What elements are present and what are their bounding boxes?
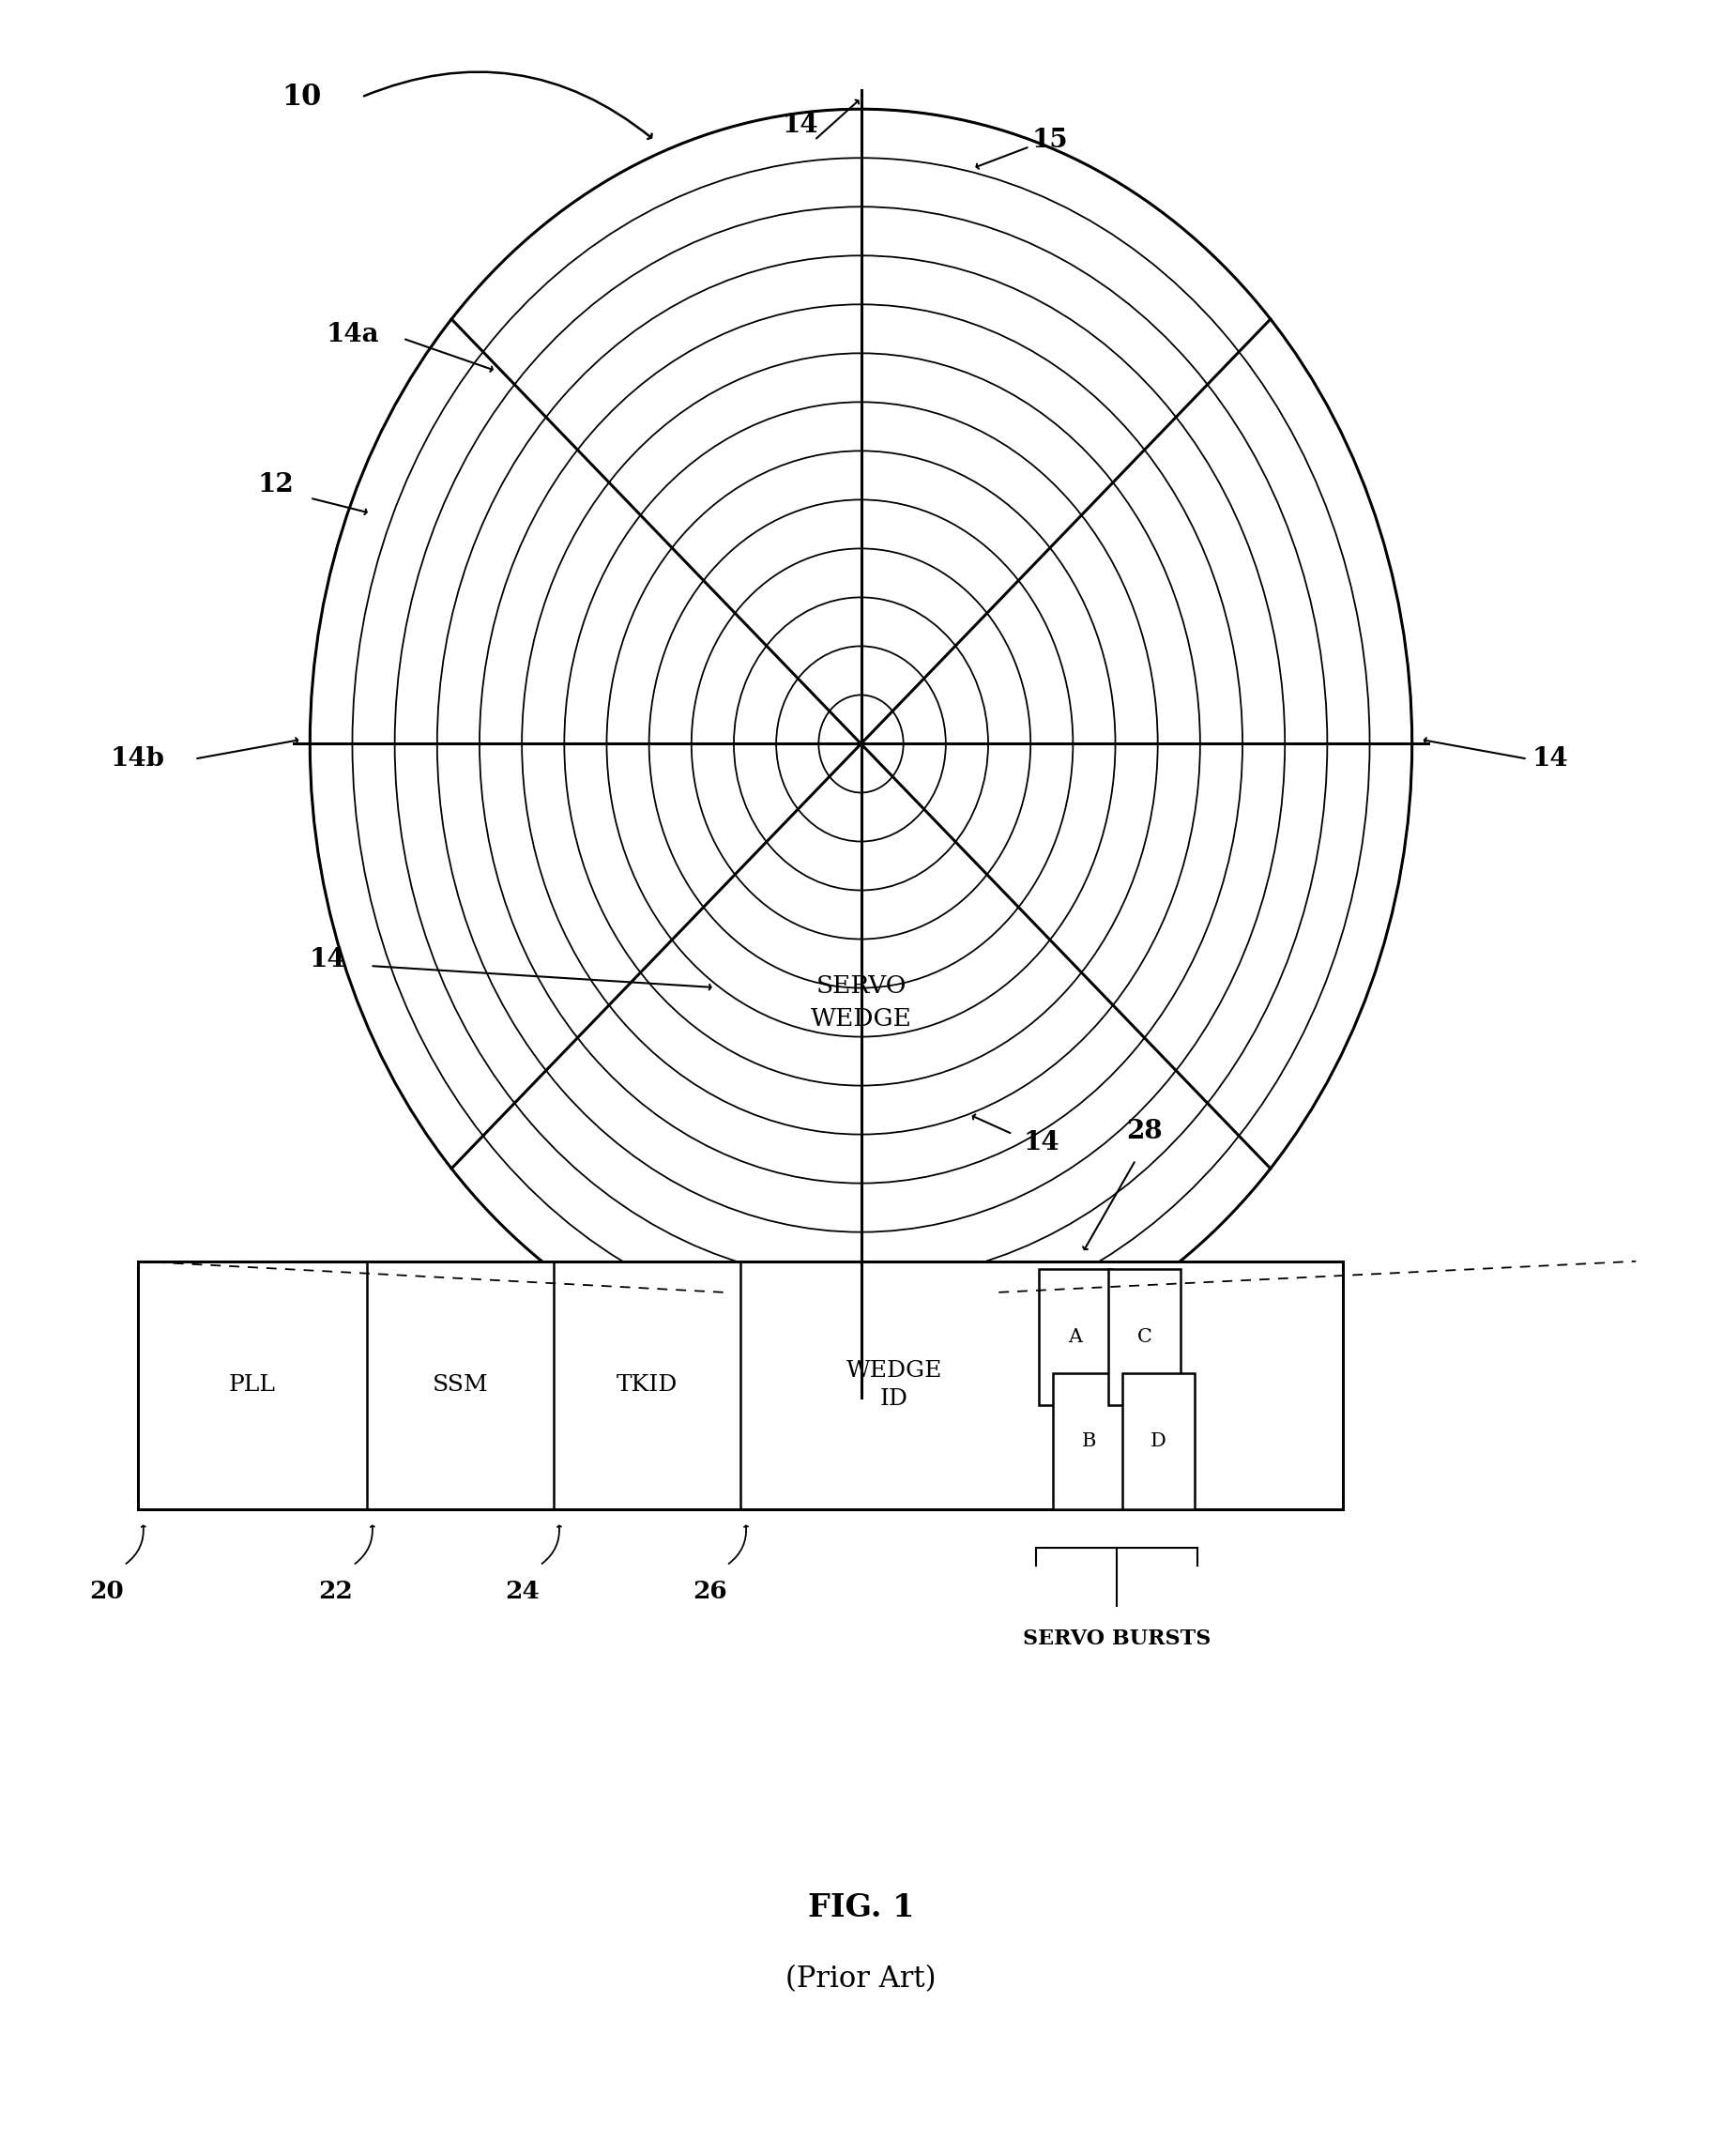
Text: 28: 28 <box>1126 1119 1162 1145</box>
Bar <box>138 1261 1343 1509</box>
Text: 12: 12 <box>257 472 294 498</box>
Bar <box>1109 1268 1181 1406</box>
Text: 15: 15 <box>1031 127 1069 153</box>
Text: 14b: 14b <box>110 746 165 772</box>
Text: 14: 14 <box>1531 746 1569 772</box>
Text: 14: 14 <box>308 946 346 972</box>
Bar <box>1054 1373 1126 1509</box>
Text: FIG. 1: FIG. 1 <box>808 1893 914 1923</box>
Text: 10: 10 <box>281 82 322 112</box>
Bar <box>1038 1268 1112 1406</box>
Text: SSM: SSM <box>432 1373 487 1397</box>
Text: 26: 26 <box>692 1580 727 1602</box>
Text: 22: 22 <box>319 1580 353 1602</box>
Text: (Prior Art): (Prior Art) <box>785 1964 937 1994</box>
Text: 14a: 14a <box>327 321 379 347</box>
Text: C: C <box>1137 1328 1152 1345</box>
Text: 24: 24 <box>505 1580 541 1602</box>
Text: D: D <box>1150 1432 1166 1451</box>
Text: B: B <box>1081 1432 1097 1451</box>
Text: 14: 14 <box>782 112 820 138</box>
Text: A: A <box>1068 1328 1083 1345</box>
Text: SERVO
WEDGE: SERVO WEDGE <box>811 975 911 1031</box>
Text: SERVO BURSTS: SERVO BURSTS <box>1023 1628 1211 1649</box>
Text: 20: 20 <box>90 1580 124 1602</box>
Text: PLL: PLL <box>229 1373 276 1397</box>
Bar <box>1123 1373 1195 1509</box>
Text: TKID: TKID <box>616 1373 678 1397</box>
Text: 14: 14 <box>1023 1130 1061 1156</box>
Text: WEDGE
ID: WEDGE ID <box>846 1360 942 1410</box>
